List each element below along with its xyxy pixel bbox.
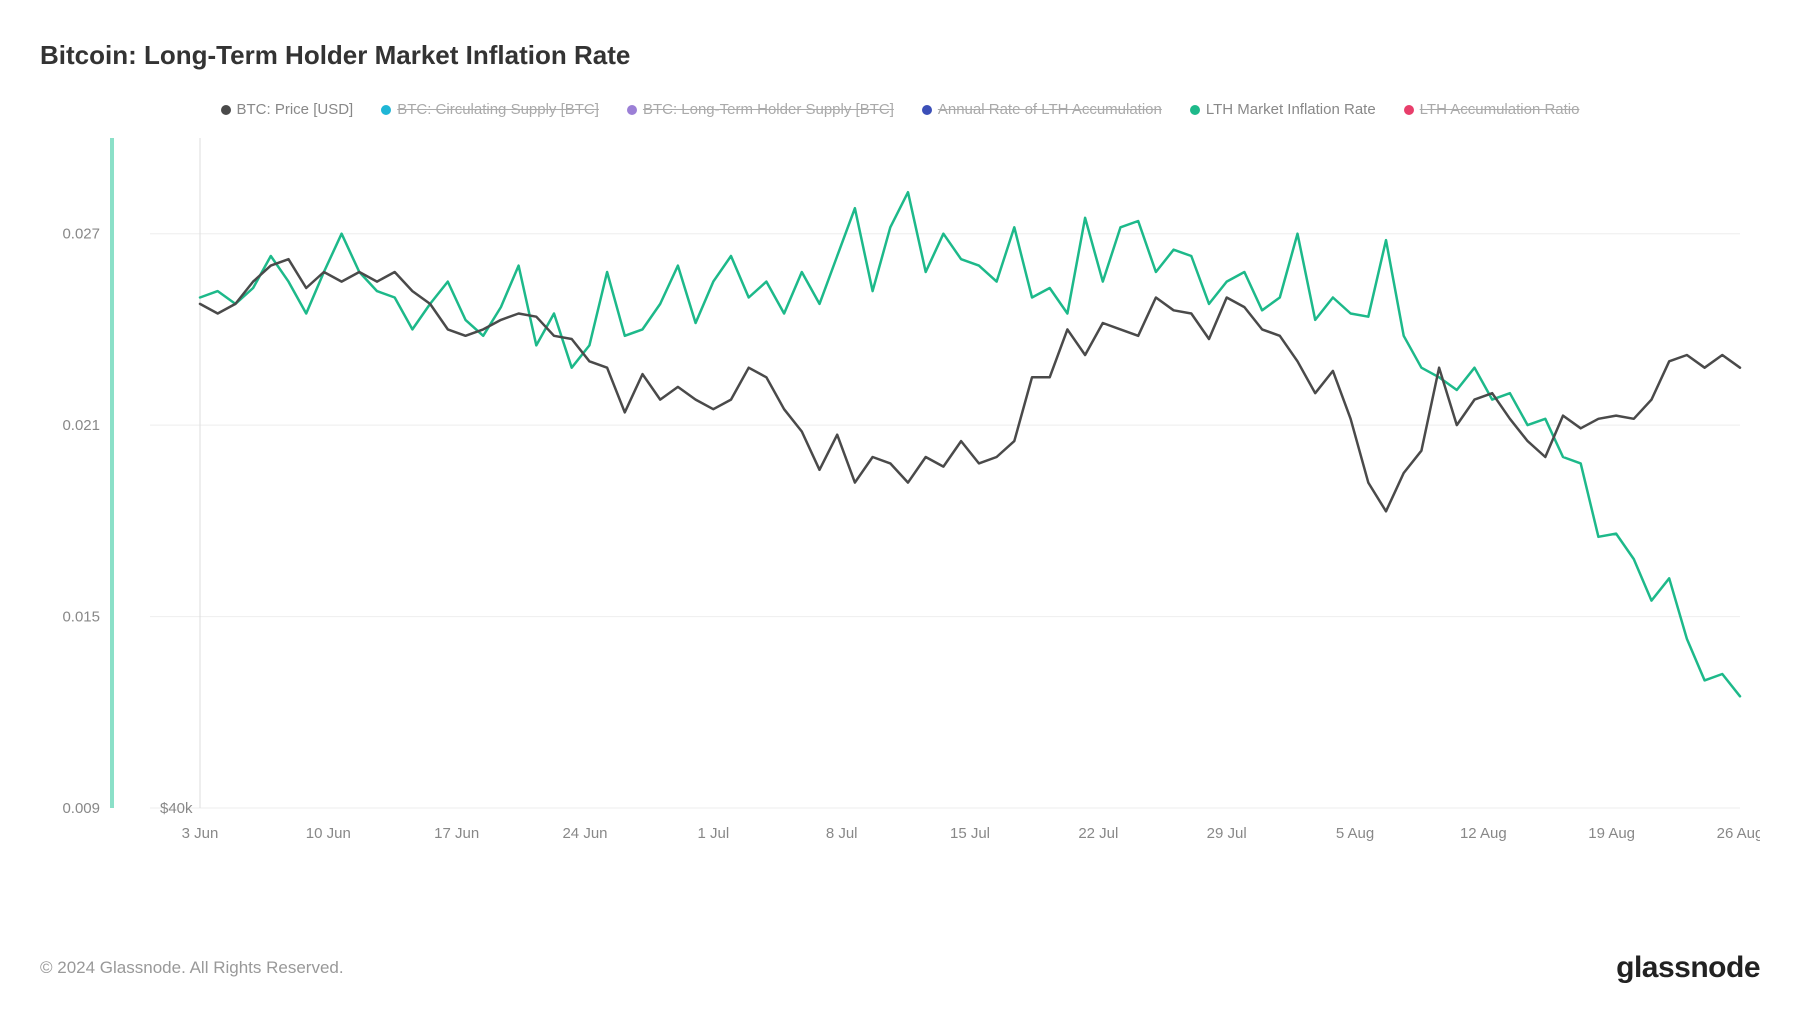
y-tick-label: 0.021 xyxy=(62,417,100,434)
legend-label: LTH Accumulation Ratio xyxy=(1420,101,1580,118)
chart-area: BTC: Price [USD] BTC: Circulating Supply … xyxy=(40,101,1760,901)
x-tick-label: 15 Jul xyxy=(950,825,990,842)
x-tick-label: 29 Jul xyxy=(1207,825,1247,842)
legend-item[interactable]: BTC: Price [USD] xyxy=(221,101,354,118)
legend-dot-icon xyxy=(627,105,637,115)
legend-item[interactable]: LTH Market Inflation Rate xyxy=(1190,101,1376,118)
copyright-text: © 2024 Glassnode. All Rights Reserved. xyxy=(40,958,344,978)
y-tick-label: 0.027 xyxy=(62,226,100,243)
legend-label: LTH Market Inflation Rate xyxy=(1206,101,1376,118)
footer: © 2024 Glassnode. All Rights Reserved. g… xyxy=(40,951,1760,985)
legend-dot-icon xyxy=(922,105,932,115)
x-tick-label: 12 Aug xyxy=(1460,825,1507,842)
x-tick-label: 24 Jun xyxy=(562,825,607,842)
x-tick-label: 17 Jun xyxy=(434,825,479,842)
legend-dot-icon xyxy=(221,105,231,115)
legend-item[interactable]: Annual Rate of LTH Accumulation xyxy=(922,101,1162,118)
brand-logo: glassnode xyxy=(1616,951,1760,985)
legend-dot-icon xyxy=(1190,105,1200,115)
x-tick-label: 5 Aug xyxy=(1336,825,1374,842)
y-tick-label: 0.009 xyxy=(62,800,100,817)
x-tick-label: 8 Jul xyxy=(826,825,858,842)
legend-item[interactable]: BTC: Long-Term Holder Supply [BTC] xyxy=(627,101,894,118)
legend: BTC: Price [USD] BTC: Circulating Supply … xyxy=(40,101,1760,118)
legend-label: BTC: Circulating Supply [BTC] xyxy=(397,101,599,118)
x-tick-label: 3 Jun xyxy=(182,825,219,842)
x-tick-label: 22 Jul xyxy=(1078,825,1118,842)
x-tick-label: 10 Jun xyxy=(306,825,351,842)
secondary-y-label: $40k xyxy=(160,800,193,817)
x-tick-label: 1 Jul xyxy=(697,825,729,842)
legend-dot-icon xyxy=(381,105,391,115)
legend-dot-icon xyxy=(1404,105,1414,115)
legend-label: BTC: Long-Term Holder Supply [BTC] xyxy=(643,101,894,118)
y-tick-label: 0.015 xyxy=(62,609,100,626)
chart-svg: 0.009 0.015 0.021 0.027 $40k 3 Jun 10 Jun 17 Ju… xyxy=(40,128,1760,868)
legend-item[interactable]: LTH Accumulation Ratio xyxy=(1404,101,1580,118)
x-tick-label: 19 Aug xyxy=(1588,825,1635,842)
legend-label: BTC: Price [USD] xyxy=(237,101,354,118)
legend-label: Annual Rate of LTH Accumulation xyxy=(938,101,1162,118)
chart-title: Bitcoin: Long-Term Holder Market Inflati… xyxy=(40,40,1760,71)
series-line xyxy=(200,192,1740,696)
x-tick-label: 26 Aug xyxy=(1717,825,1760,842)
series-line xyxy=(200,259,1740,511)
legend-item[interactable]: BTC: Circulating Supply [BTC] xyxy=(381,101,599,118)
